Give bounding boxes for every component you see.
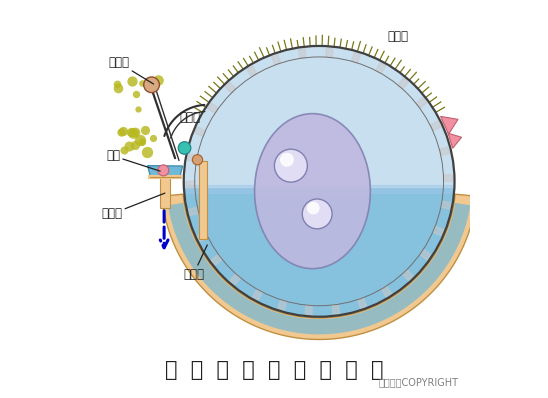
Polygon shape [184,181,454,317]
Point [153,77,162,83]
FancyBboxPatch shape [199,160,207,239]
Polygon shape [211,254,222,265]
Text: 洗涤轴: 洗涤轴 [101,193,165,220]
Polygon shape [441,201,451,209]
Text: 冲洗管: 冲洗管 [179,111,200,123]
Polygon shape [332,304,340,314]
Polygon shape [230,274,241,285]
Polygon shape [168,203,470,334]
Point [132,91,140,97]
Point [138,139,146,145]
Circle shape [307,202,319,214]
Polygon shape [272,55,281,65]
Polygon shape [184,46,454,317]
Polygon shape [187,154,197,162]
Polygon shape [448,133,461,148]
Point [113,84,122,91]
Polygon shape [299,49,306,59]
Circle shape [178,142,191,154]
Polygon shape [186,181,195,188]
Point [119,127,128,134]
FancyBboxPatch shape [160,178,170,208]
Circle shape [144,77,159,93]
Point [142,149,151,156]
Polygon shape [381,286,392,297]
Point [130,129,139,135]
Polygon shape [416,98,427,108]
Polygon shape [247,66,257,77]
Point [135,137,144,143]
Polygon shape [352,53,361,63]
Ellipse shape [255,114,370,269]
Point [124,143,133,150]
Point [138,138,147,144]
Polygon shape [358,298,367,308]
Text: 高  温  加  压  热  处  理  流  程: 高 温 加 压 热 处 理 流 程 [165,360,383,380]
Circle shape [275,149,307,182]
Text: 刮刀: 刮刀 [106,149,160,171]
Circle shape [192,155,203,165]
Point [127,129,135,136]
Polygon shape [207,103,219,113]
Polygon shape [162,194,477,339]
Polygon shape [420,249,431,260]
Polygon shape [326,48,333,58]
Polygon shape [189,207,199,216]
Polygon shape [197,232,208,242]
Text: 卸料轴: 卸料轴 [109,57,153,84]
Polygon shape [225,82,236,93]
Polygon shape [147,166,182,177]
Polygon shape [441,116,458,134]
Polygon shape [305,305,312,314]
Point [117,128,125,135]
Point [134,105,142,112]
Polygon shape [398,78,408,89]
Polygon shape [443,175,453,181]
Circle shape [281,154,293,166]
Point [146,79,155,85]
Polygon shape [195,127,206,137]
Point [141,127,150,133]
Point [128,130,137,136]
Point [112,81,121,88]
Polygon shape [439,147,450,156]
Polygon shape [402,269,413,281]
Text: 东方仿真COPYRIGHT: 东方仿真COPYRIGHT [379,377,459,387]
Point [149,135,157,141]
Text: 洗涤槽: 洗涤槽 [183,245,207,281]
Circle shape [158,165,169,176]
Polygon shape [253,289,262,300]
Point [119,147,128,154]
Polygon shape [430,121,441,131]
Polygon shape [376,62,386,74]
Point [130,141,139,148]
Point [138,80,146,86]
Text: 冲洗管: 冲洗管 [388,30,409,43]
Polygon shape [278,300,287,310]
Circle shape [302,199,332,229]
Polygon shape [433,226,443,236]
Point [128,78,136,84]
